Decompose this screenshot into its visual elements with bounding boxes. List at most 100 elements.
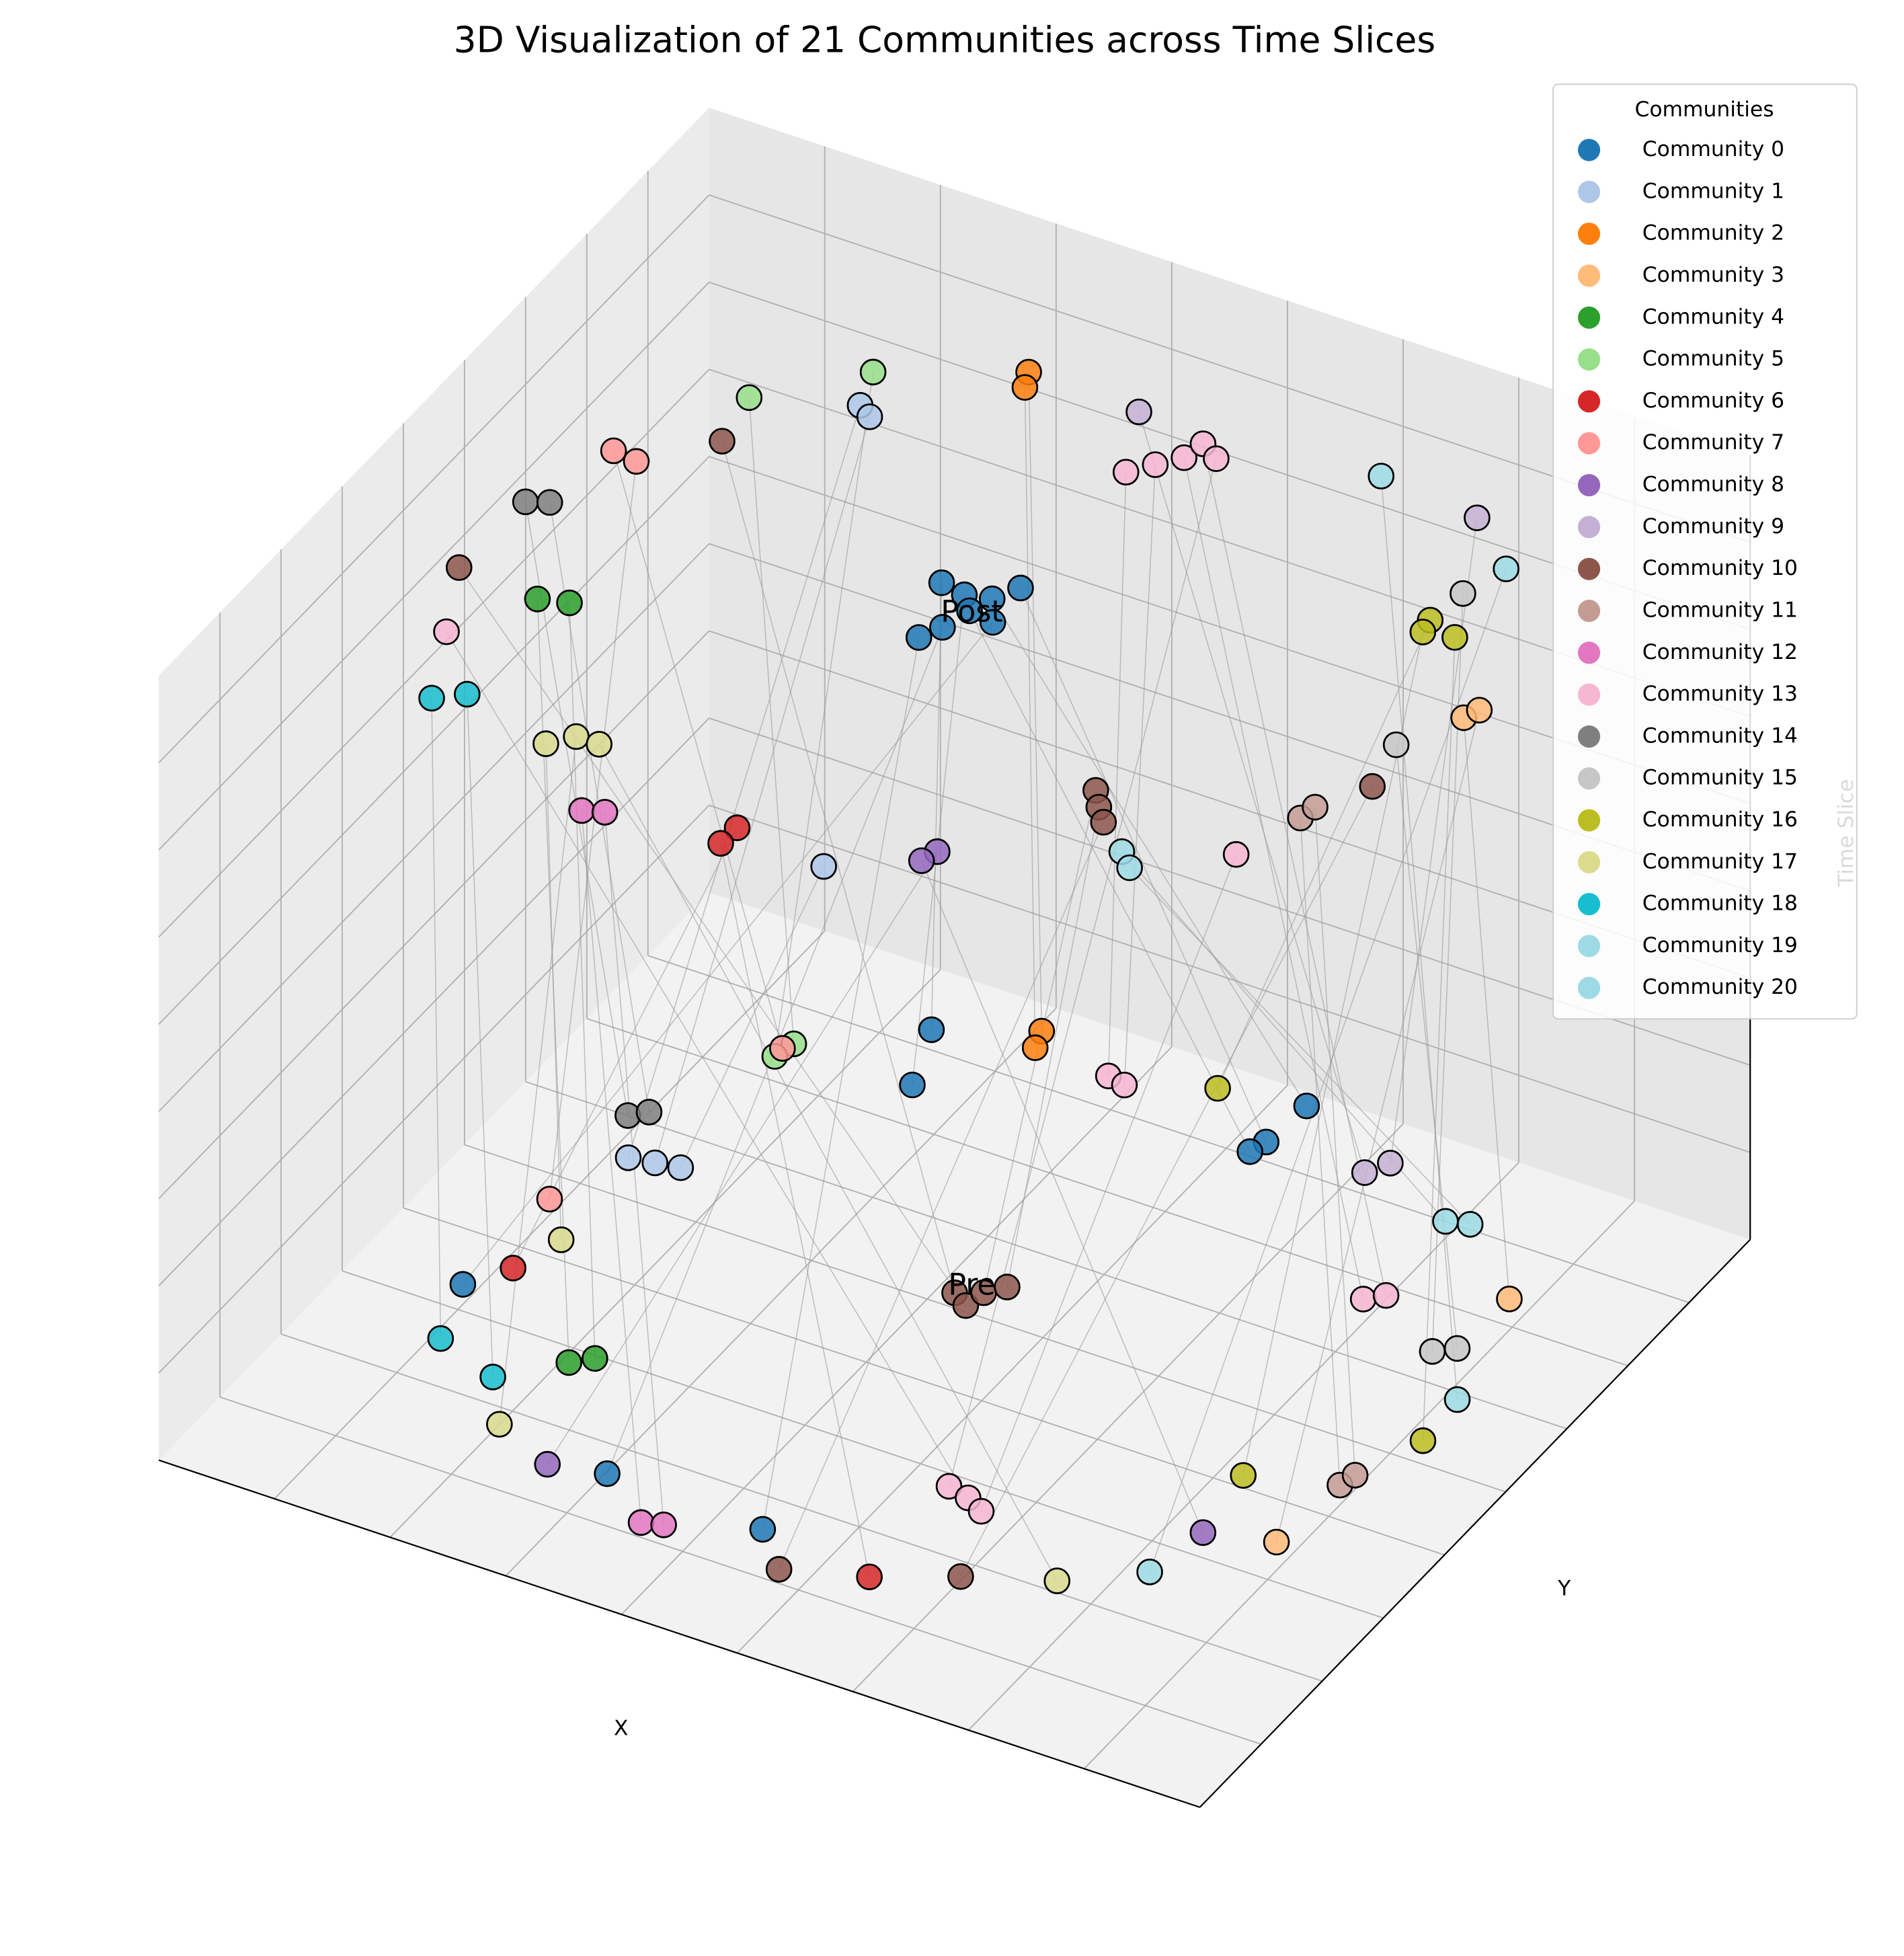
point (512, 488, 539, 516)
point (418, 684, 445, 712)
grid-line (621, 1046, 1173, 1615)
point (635, 1099, 663, 1126)
point (1456, 1211, 1484, 1238)
point (534, 1450, 561, 1478)
x-axis-line (158, 1459, 1201, 1808)
point (956, 597, 983, 625)
point (1372, 1282, 1400, 1309)
link (1024, 387, 1036, 1048)
link (930, 582, 943, 1030)
grid-line (219, 1396, 1261, 1745)
link (462, 622, 994, 1285)
link (446, 631, 969, 1499)
point (500, 1255, 526, 1282)
grid-line (274, 931, 826, 1499)
point (568, 797, 596, 824)
link (969, 611, 1251, 1152)
grid-line (389, 969, 941, 1538)
legend-marker (1577, 306, 1601, 329)
point (433, 618, 460, 646)
grid-line (158, 194, 710, 763)
legend-marker (1577, 725, 1601, 748)
point (1222, 840, 1250, 868)
link (612, 451, 783, 1049)
point (709, 428, 736, 455)
legend-marker (1577, 473, 1601, 497)
point (1021, 1034, 1049, 1062)
point (935, 1473, 963, 1500)
point (947, 1563, 974, 1590)
grid-line (403, 1207, 1445, 1556)
point (707, 830, 734, 857)
floor-pane (159, 892, 1751, 1807)
link (1202, 443, 1387, 1296)
link (1107, 472, 1127, 1077)
point (536, 489, 563, 516)
link (467, 694, 493, 1377)
legend-marker (1577, 893, 1601, 916)
legend-marker (1577, 557, 1601, 580)
legend-marker (1577, 390, 1601, 413)
point (445, 554, 473, 581)
legend-label: Community 7 (1642, 430, 1784, 455)
point (1007, 574, 1034, 602)
grid-line (736, 1085, 1288, 1654)
point (1450, 580, 1476, 607)
point (929, 614, 956, 641)
legend-marker (1577, 935, 1601, 957)
link (1149, 568, 1507, 1573)
legend-marker (1577, 516, 1601, 539)
legend-marker (1577, 683, 1601, 706)
y-axis-label: Y (1557, 1576, 1571, 1600)
legend-label: Community 2 (1642, 221, 1784, 245)
chart-title: 3D Visualization of 21 Communities acros… (454, 18, 1436, 61)
point (449, 1271, 477, 1298)
link (1006, 807, 1100, 1288)
point (1441, 624, 1468, 651)
legend-label: Community 3 (1642, 263, 1784, 287)
point (614, 1144, 642, 1171)
point (856, 1563, 883, 1591)
point (1409, 619, 1437, 646)
legend-title: Communities (1634, 97, 1774, 122)
link (1020, 588, 1267, 1142)
link (1123, 465, 1156, 1085)
y-axis-line (1199, 1239, 1751, 1808)
point (594, 1460, 621, 1487)
link (1129, 867, 1471, 1225)
point (810, 853, 837, 880)
point (1359, 773, 1386, 800)
legend-label: Community 18 (1642, 892, 1798, 916)
point (1377, 1150, 1404, 1177)
point (905, 624, 933, 651)
link (1138, 412, 1365, 1173)
link (581, 810, 642, 1523)
link (980, 854, 1237, 1512)
point (967, 1497, 995, 1525)
link (1395, 744, 1458, 1349)
point (1203, 445, 1230, 472)
link (1422, 637, 1456, 1441)
link (549, 461, 637, 1200)
point (1263, 1528, 1290, 1556)
grid-line (967, 1162, 1519, 1731)
point (1112, 459, 1140, 486)
legend-marker (1577, 180, 1601, 203)
legend-marker (1577, 264, 1601, 287)
point (1136, 1559, 1163, 1586)
grid-line (709, 804, 1751, 1153)
point (1090, 809, 1117, 836)
point (899, 1071, 926, 1099)
grid-line (852, 1123, 1404, 1692)
legend: Communities Community 0 Community 1 Commun… (1552, 83, 1858, 1020)
points (418, 358, 1523, 1594)
point (1466, 697, 1493, 723)
point (536, 1185, 563, 1213)
annotation: Pre (948, 1268, 995, 1302)
point (1341, 1462, 1369, 1489)
point (1496, 1286, 1523, 1313)
link (920, 860, 1203, 1533)
link (721, 440, 955, 1293)
legend-label: Community 13 (1642, 682, 1798, 706)
